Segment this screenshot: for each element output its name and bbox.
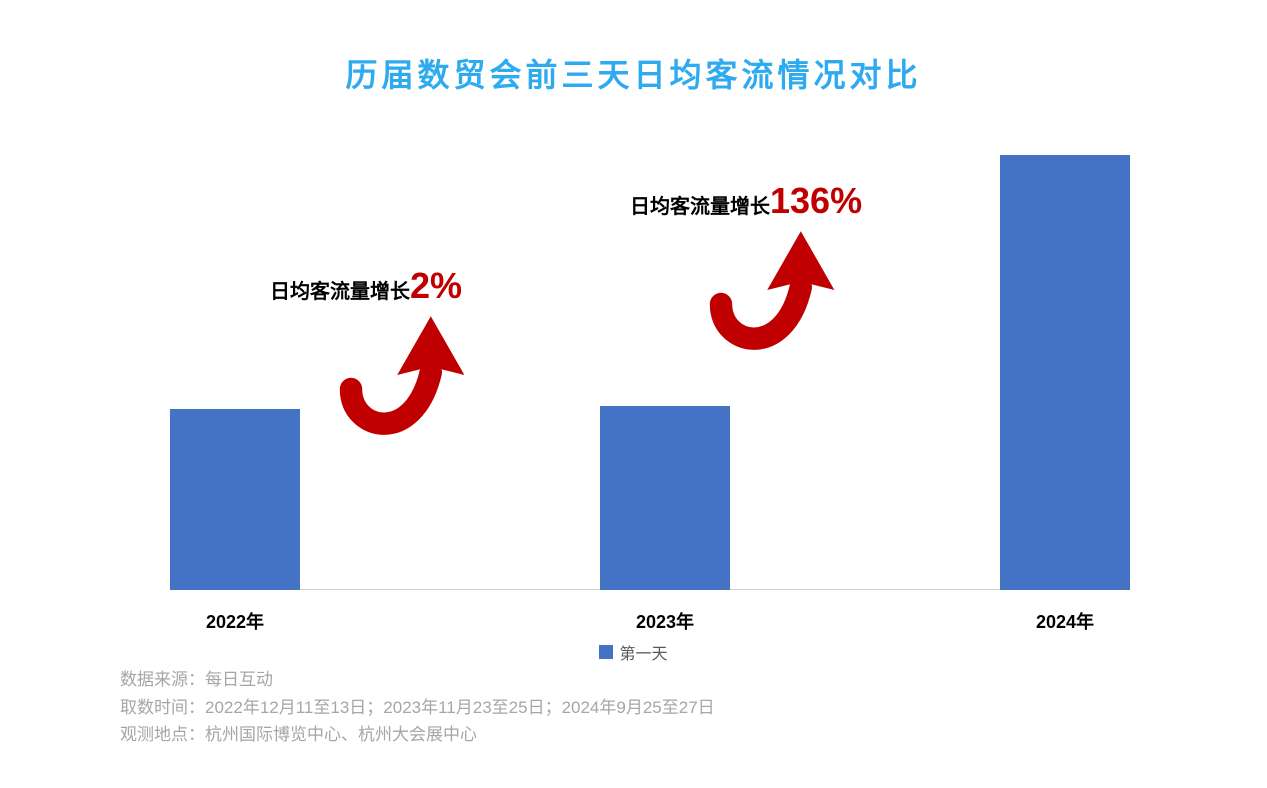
chart-title: 历届数贸会前三天日均客流情况对比 xyxy=(0,50,1267,96)
annotation-prefix: 日均客流量增长 xyxy=(270,281,410,303)
footer-line: 取数时间：2022年12月11至13日；2023年11月23至25日；2024年… xyxy=(120,694,715,721)
growth-annotation: 日均客流量增长136% xyxy=(630,180,862,222)
footer-text: 2022年12月11至13日；2023年11月23至25日；2024年9月25至… xyxy=(205,698,715,717)
x-axis-label: 2022年 xyxy=(170,608,300,634)
annotation-value: 2% xyxy=(410,265,462,306)
chart-container: 历届数贸会前三天日均客流情况对比 第一天 数据来源：每日互动取数时间：2022年… xyxy=(0,0,1267,788)
legend: 第一天 xyxy=(0,640,1267,664)
up-arrow-icon xyxy=(330,305,470,445)
footer-line: 观测地点：杭州国际博览中心、杭州大会展中心 xyxy=(120,721,715,748)
annotation-prefix: 日均客流量增长 xyxy=(630,196,770,218)
footer-label: 观测地点： xyxy=(120,725,205,744)
legend-swatch xyxy=(599,645,613,659)
up-arrow-icon xyxy=(700,220,840,360)
legend-label: 第一天 xyxy=(619,646,667,663)
footer-text: 杭州国际博览中心、杭州大会展中心 xyxy=(205,725,477,744)
x-axis-label: 2024年 xyxy=(1000,608,1130,634)
x-axis-label: 2023年 xyxy=(600,608,730,634)
footer-line: 数据来源：每日互动 xyxy=(120,666,715,693)
footer-notes: 数据来源：每日互动取数时间：2022年12月11至13日；2023年11月23至… xyxy=(120,666,715,748)
bar xyxy=(170,409,300,590)
bar xyxy=(600,406,730,590)
footer-label: 取数时间： xyxy=(120,698,205,717)
bar xyxy=(1000,155,1130,590)
growth-annotation: 日均客流量增长2% xyxy=(270,265,462,307)
footer-text: 每日互动 xyxy=(205,670,273,689)
annotation-value: 136% xyxy=(770,180,862,221)
footer-label: 数据来源： xyxy=(120,670,205,689)
